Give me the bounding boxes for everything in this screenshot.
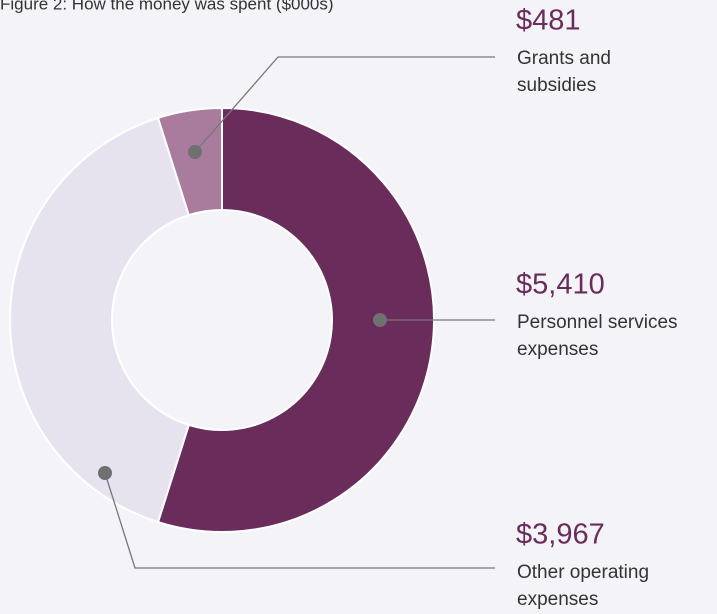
chart-title: Figure 2: How the money was spent ($000s… xyxy=(0,0,334,13)
value-label: $3,967 xyxy=(516,519,605,551)
callout-line xyxy=(194,56,495,153)
callout-dot xyxy=(373,313,387,327)
callout-dot xyxy=(188,145,202,159)
category-label: Other operating xyxy=(517,562,649,583)
value-label: $481 xyxy=(516,5,581,37)
donut-slice xyxy=(156,106,435,533)
value-label: $5,410 xyxy=(516,269,605,301)
category-label: subsidies xyxy=(517,75,596,96)
category-label: Grants and xyxy=(517,48,611,69)
callout-line xyxy=(104,472,495,569)
category-label: expenses xyxy=(517,339,598,360)
category-label: expenses xyxy=(517,589,598,609)
donut-slice xyxy=(9,116,191,524)
callout-dot xyxy=(98,466,112,480)
donut-slice xyxy=(156,106,223,217)
category-label: Personnel services xyxy=(517,312,678,333)
